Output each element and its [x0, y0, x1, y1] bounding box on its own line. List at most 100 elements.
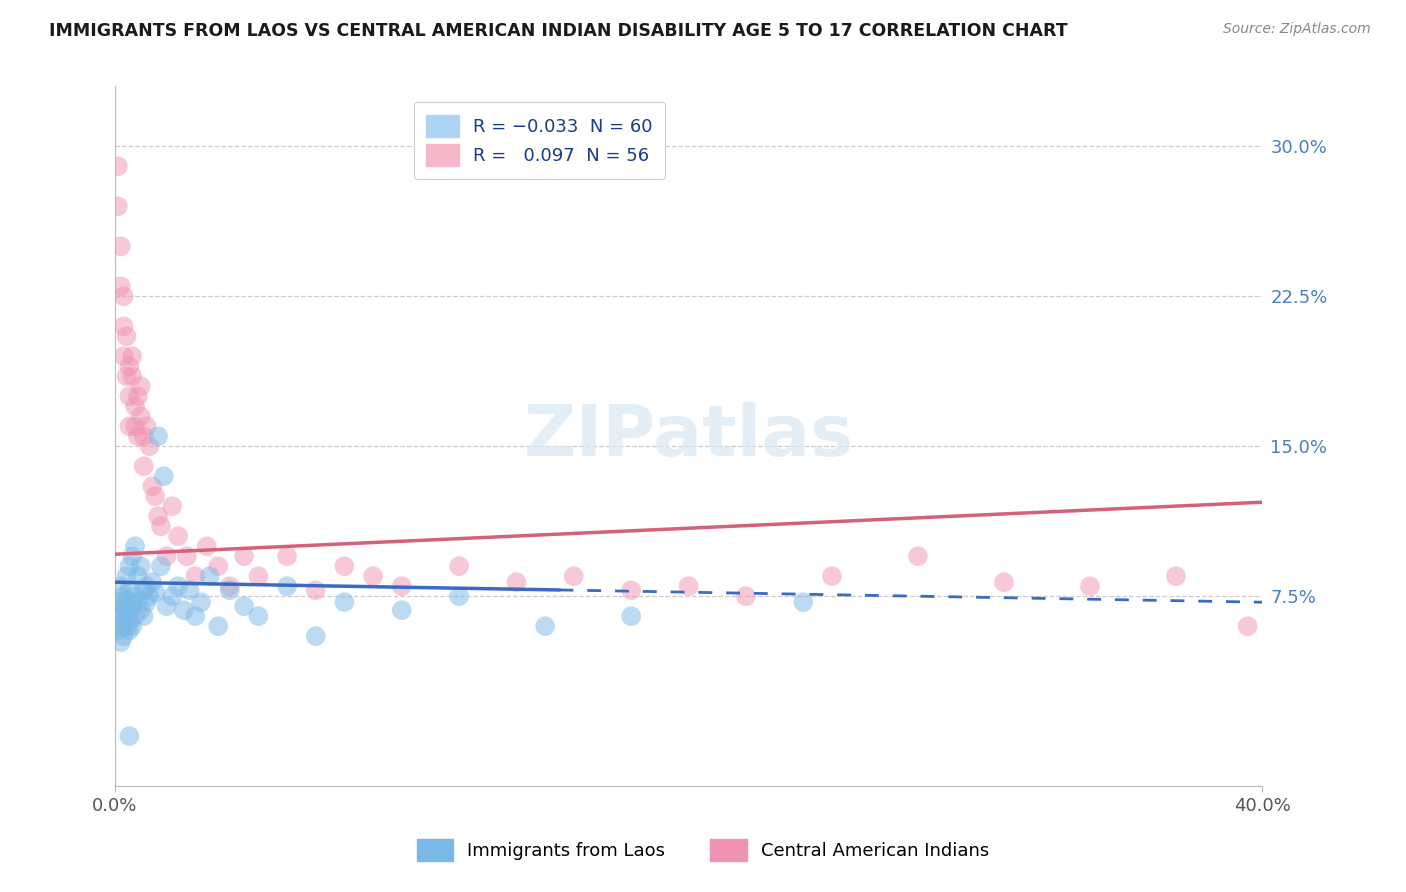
- Point: [534, 619, 557, 633]
- Point: [138, 589, 160, 603]
- Point: [135, 595, 157, 609]
- Point: [124, 399, 146, 413]
- Point: [121, 549, 143, 564]
- Point: [152, 469, 174, 483]
- Point: [179, 583, 201, 598]
- Point: [207, 619, 229, 633]
- Point: [107, 159, 129, 173]
- Point: [361, 569, 384, 583]
- Point: [276, 579, 298, 593]
- Point: [184, 609, 207, 624]
- Point: [112, 319, 135, 334]
- Point: [112, 599, 135, 614]
- Point: [156, 599, 179, 614]
- Point: [127, 569, 149, 583]
- Point: [143, 585, 166, 599]
- Point: [129, 379, 152, 393]
- Point: [107, 199, 129, 213]
- Point: [821, 569, 844, 583]
- Point: [167, 529, 190, 543]
- Point: [121, 599, 143, 614]
- Point: [112, 629, 135, 643]
- Point: [141, 575, 163, 590]
- Point: [184, 569, 207, 583]
- Point: [198, 569, 221, 583]
- Point: [218, 579, 240, 593]
- Point: [562, 569, 585, 583]
- Point: [110, 279, 132, 293]
- Point: [218, 583, 240, 598]
- Point: [138, 439, 160, 453]
- Point: [141, 479, 163, 493]
- Point: [115, 569, 138, 583]
- Point: [247, 609, 270, 624]
- Point: [115, 609, 138, 624]
- Point: [247, 569, 270, 583]
- Point: [118, 583, 141, 598]
- Point: [112, 349, 135, 363]
- Point: [173, 603, 195, 617]
- Point: [110, 603, 132, 617]
- Point: [146, 509, 169, 524]
- Point: [135, 579, 157, 593]
- Point: [112, 289, 135, 303]
- Point: [129, 603, 152, 617]
- Point: [449, 589, 471, 603]
- Point: [391, 579, 413, 593]
- Point: [110, 619, 132, 633]
- Point: [678, 579, 700, 593]
- Text: Source: ZipAtlas.com: Source: ZipAtlas.com: [1223, 22, 1371, 37]
- Point: [124, 539, 146, 553]
- Point: [132, 429, 155, 443]
- Point: [121, 619, 143, 633]
- Point: [110, 635, 132, 649]
- Point: [118, 603, 141, 617]
- Point: [207, 559, 229, 574]
- Point: [156, 549, 179, 564]
- Point: [305, 583, 328, 598]
- Legend: Immigrants from Laos, Central American Indians: Immigrants from Laos, Central American I…: [408, 830, 998, 870]
- Point: [132, 609, 155, 624]
- Point: [792, 595, 814, 609]
- Point: [118, 359, 141, 374]
- Point: [907, 549, 929, 564]
- Point: [149, 559, 172, 574]
- Point: [121, 369, 143, 384]
- Point: [176, 549, 198, 564]
- Point: [132, 583, 155, 598]
- Point: [305, 629, 328, 643]
- Point: [195, 539, 218, 553]
- Point: [333, 559, 356, 574]
- Point: [620, 583, 643, 598]
- Point: [276, 549, 298, 564]
- Point: [1164, 569, 1187, 583]
- Point: [143, 489, 166, 503]
- Point: [124, 589, 146, 603]
- Point: [115, 619, 138, 633]
- Point: [115, 369, 138, 384]
- Point: [162, 589, 184, 603]
- Point: [233, 549, 256, 564]
- Point: [162, 500, 184, 514]
- Point: [734, 589, 756, 603]
- Point: [149, 519, 172, 533]
- Point: [110, 579, 132, 593]
- Point: [129, 559, 152, 574]
- Point: [118, 615, 141, 630]
- Point: [127, 389, 149, 403]
- Text: IMMIGRANTS FROM LAOS VS CENTRAL AMERICAN INDIAN DISABILITY AGE 5 TO 17 CORRELATI: IMMIGRANTS FROM LAOS VS CENTRAL AMERICAN…: [49, 22, 1067, 40]
- Point: [505, 575, 527, 590]
- Point: [190, 595, 212, 609]
- Point: [167, 579, 190, 593]
- Point: [146, 429, 169, 443]
- Point: [333, 595, 356, 609]
- Point: [127, 595, 149, 609]
- Legend: R = −0.033  N = 60, R =   0.097  N = 56: R = −0.033 N = 60, R = 0.097 N = 56: [413, 103, 665, 179]
- Point: [391, 603, 413, 617]
- Point: [132, 459, 155, 474]
- Point: [1078, 579, 1101, 593]
- Point: [1236, 619, 1258, 633]
- Point: [118, 419, 141, 434]
- Point: [233, 599, 256, 614]
- Point: [118, 729, 141, 743]
